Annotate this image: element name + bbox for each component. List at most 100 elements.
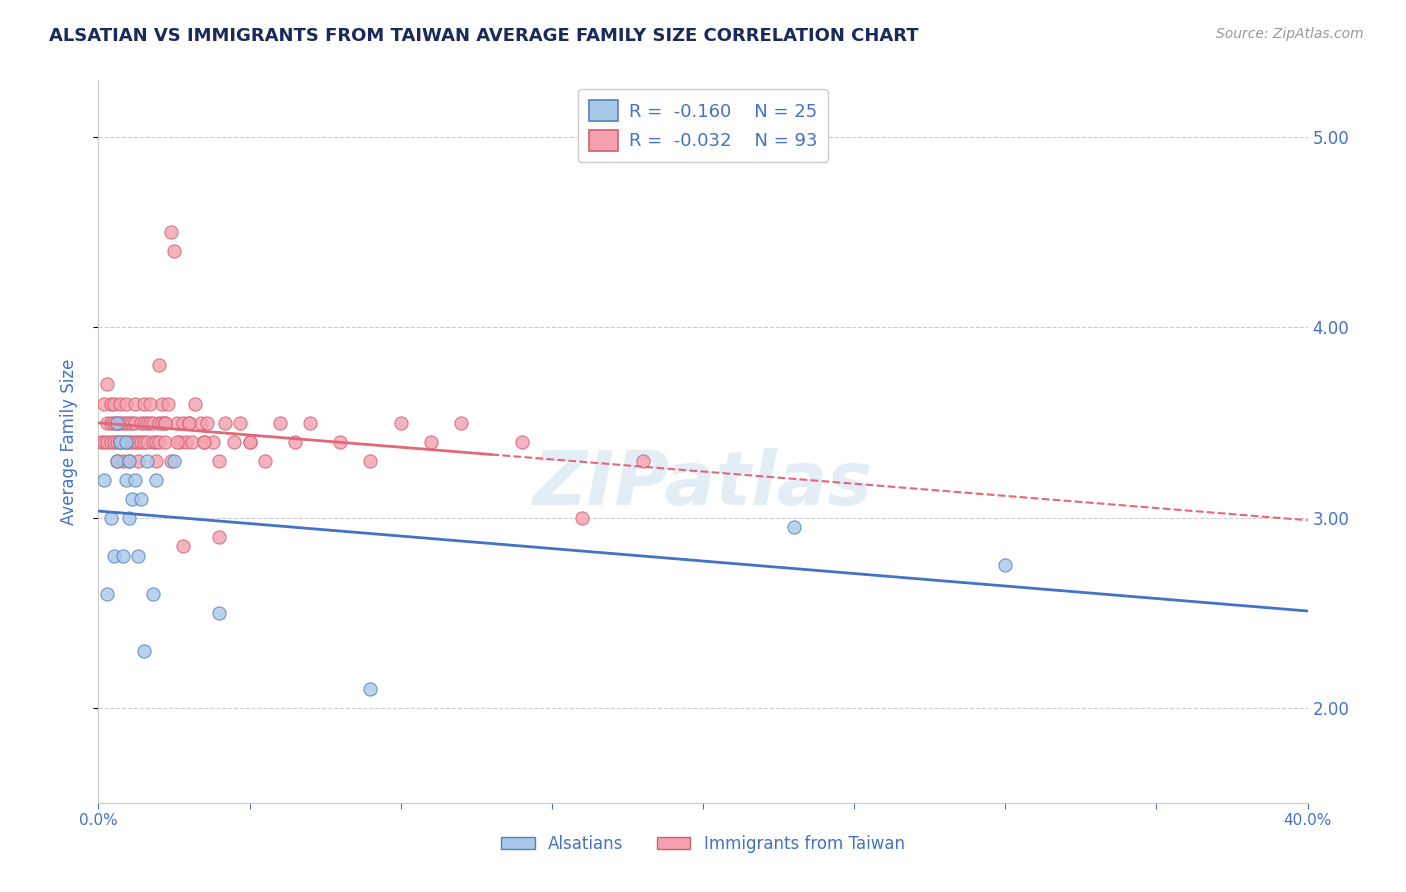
- Point: [114, 473, 136, 487]
- Point: [121, 416, 143, 430]
- Point: [994, 558, 1017, 573]
- Point: [96, 434, 118, 449]
- Point: [420, 434, 443, 449]
- Point: [129, 491, 152, 506]
- Point: [148, 416, 170, 430]
- Point: [239, 434, 262, 449]
- Point: [179, 416, 201, 430]
- Point: [142, 434, 165, 449]
- Point: [208, 453, 231, 467]
- Point: [100, 396, 122, 410]
- Point: [108, 396, 131, 410]
- Point: [153, 416, 176, 430]
- Legend: Alsatians, Immigrants from Taiwan: Alsatians, Immigrants from Taiwan: [495, 828, 911, 860]
- Point: [93, 434, 115, 449]
- Point: [127, 453, 149, 467]
- Point: [105, 434, 128, 449]
- Point: [100, 510, 122, 524]
- Y-axis label: Average Family Size: Average Family Size: [59, 359, 77, 524]
- Point: [193, 434, 215, 449]
- Point: [118, 510, 141, 524]
- Point: [148, 434, 170, 449]
- Point: [108, 416, 131, 430]
- Point: [160, 226, 183, 240]
- Point: [150, 416, 173, 430]
- Point: [193, 434, 215, 449]
- Point: [156, 396, 179, 410]
- Point: [571, 510, 593, 524]
- Point: [166, 416, 188, 430]
- Text: Source: ZipAtlas.com: Source: ZipAtlas.com: [1216, 27, 1364, 41]
- Point: [253, 453, 276, 467]
- Point: [214, 416, 236, 430]
- Point: [150, 396, 173, 410]
- Point: [132, 416, 155, 430]
- Point: [169, 434, 191, 449]
- Point: [100, 416, 122, 430]
- Point: [360, 453, 382, 467]
- Point: [139, 396, 162, 410]
- Point: [124, 473, 146, 487]
- Point: [360, 681, 382, 696]
- Point: [93, 396, 115, 410]
- Text: ZIPatlas: ZIPatlas: [533, 449, 873, 522]
- Point: [118, 434, 141, 449]
- Point: [208, 606, 231, 620]
- Point: [132, 396, 155, 410]
- Point: [103, 416, 125, 430]
- Point: [108, 434, 131, 449]
- Point: [114, 434, 136, 449]
- Point: [129, 434, 152, 449]
- Point: [166, 434, 188, 449]
- Point: [100, 434, 122, 449]
- Point: [96, 377, 118, 392]
- Point: [105, 416, 128, 430]
- Point: [108, 434, 131, 449]
- Point: [269, 416, 291, 430]
- Point: [121, 434, 143, 449]
- Point: [90, 434, 112, 449]
- Point: [184, 396, 207, 410]
- Point: [111, 453, 134, 467]
- Point: [145, 453, 167, 467]
- Point: [121, 491, 143, 506]
- Point: [153, 416, 176, 430]
- Point: [284, 434, 307, 449]
- Point: [96, 416, 118, 430]
- Point: [129, 416, 152, 430]
- Point: [783, 520, 806, 534]
- Point: [103, 396, 125, 410]
- Point: [118, 453, 141, 467]
- Point: [174, 434, 197, 449]
- Point: [142, 587, 165, 601]
- Point: [111, 549, 134, 563]
- Point: [111, 434, 134, 449]
- Point: [118, 453, 141, 467]
- Point: [329, 434, 352, 449]
- Point: [239, 434, 262, 449]
- Point: [172, 416, 194, 430]
- Point: [103, 434, 125, 449]
- Point: [103, 549, 125, 563]
- Point: [163, 244, 186, 259]
- Point: [135, 453, 157, 467]
- Point: [202, 434, 225, 449]
- Point: [172, 539, 194, 553]
- Point: [96, 587, 118, 601]
- Point: [105, 416, 128, 430]
- Point: [127, 549, 149, 563]
- Point: [510, 434, 533, 449]
- Point: [145, 434, 167, 449]
- Point: [105, 453, 128, 467]
- Point: [224, 434, 246, 449]
- Point: [450, 416, 472, 430]
- Point: [153, 434, 176, 449]
- Point: [132, 434, 155, 449]
- Point: [179, 416, 201, 430]
- Point: [114, 434, 136, 449]
- Point: [139, 416, 162, 430]
- Point: [229, 416, 252, 430]
- Point: [135, 434, 157, 449]
- Point: [389, 416, 412, 430]
- Point: [631, 453, 654, 467]
